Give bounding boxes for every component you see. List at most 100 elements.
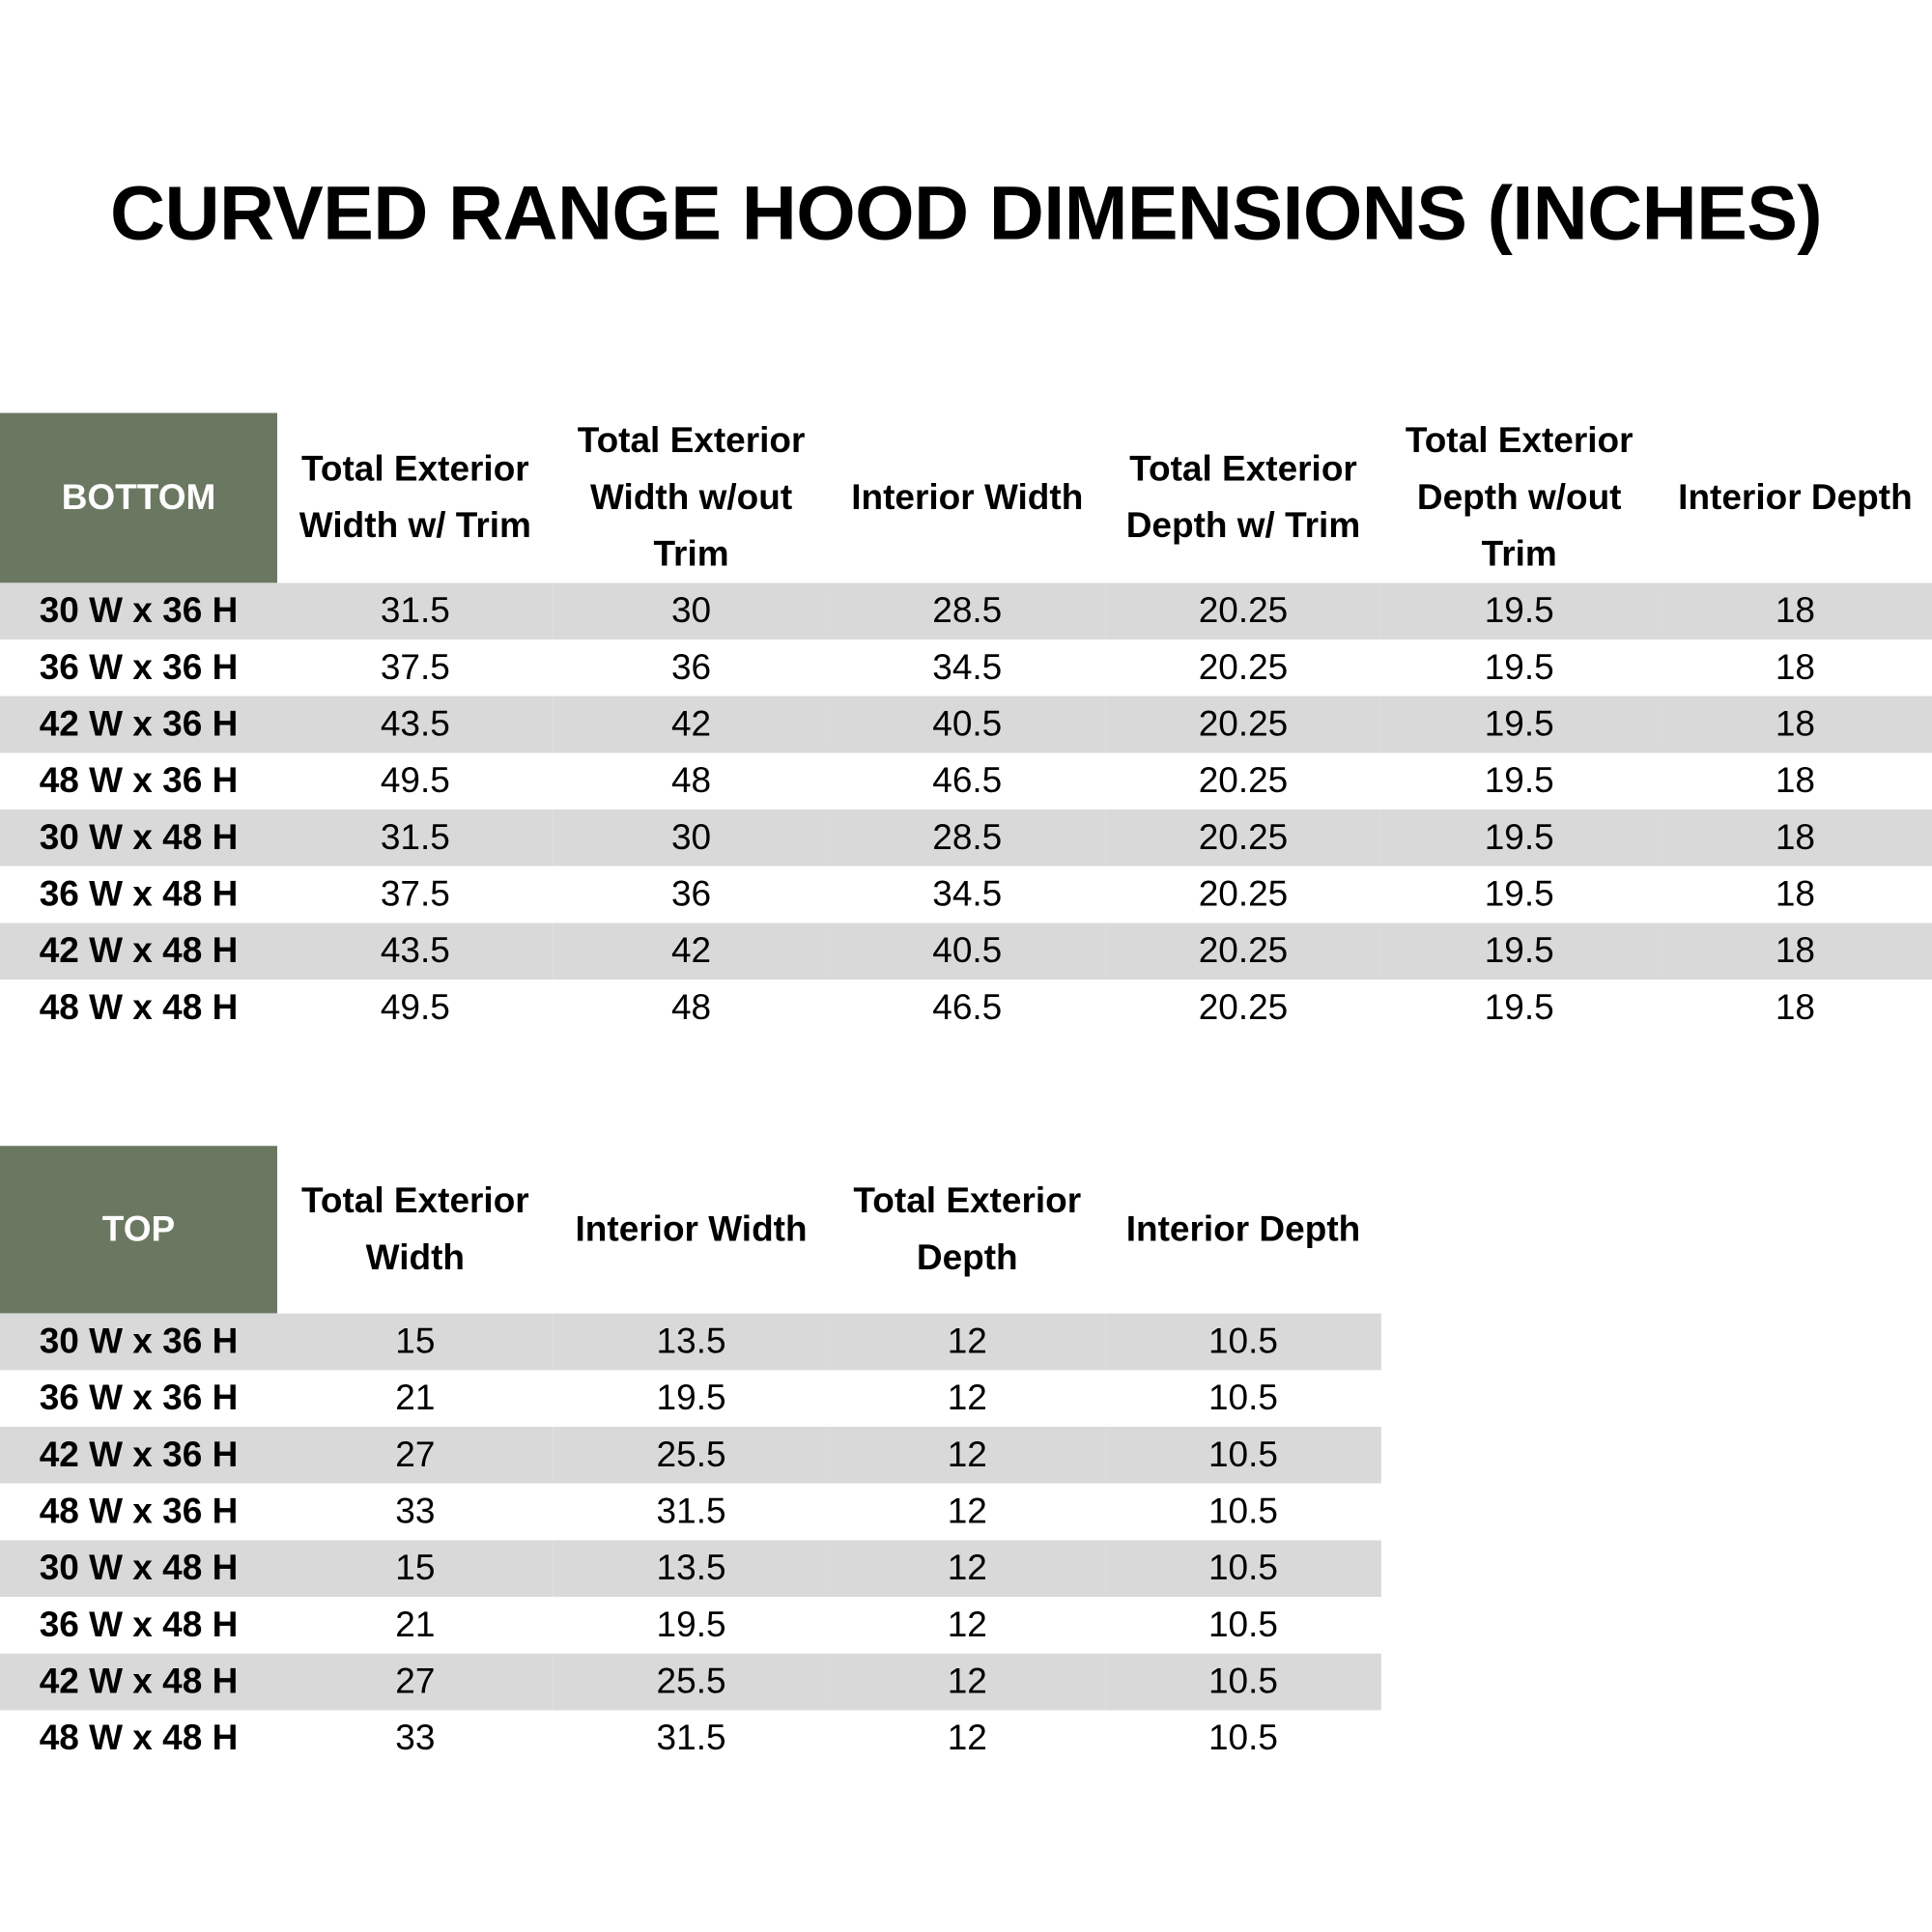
cell: 19.5 [656,1378,726,1419]
cell: 31.5 [276,810,554,867]
cell: 10.5 [1105,1540,1381,1598]
cell: 21 [395,1605,436,1645]
cell: 18 [1775,987,1815,1028]
cell: 18 [1657,923,1932,980]
cell: 36 [670,874,712,915]
row-label: 36 W x 48 H [39,874,239,915]
cell: 12 [947,1492,987,1532]
cell: 25.5 [553,1427,830,1484]
cell: 34.5 [932,647,1003,688]
data-row: 42 W x 36 H 43.5 42 40.5 20.25 19.5 18 [0,696,1932,753]
row-label: 42 W x 48 H [0,923,277,980]
table-body: 30 W x 36 H 31.5 30 28.5 20.25 19.5 18 36 W x 3… [0,582,1932,1036]
row-label: 30 W x 48 H [0,810,277,867]
cell: 19.5 [1484,761,1554,802]
data-row: 42 W x 48 H 27 25.5 12 10.5 [0,1653,1381,1711]
cell: 43.5 [276,696,554,753]
cell: 25.5 [553,1653,830,1711]
cell: 20.25 [1198,761,1289,802]
header-row: TOP Total Exterior Width Interior Width Tot… [0,1146,1381,1314]
cell: 13.5 [553,1540,830,1598]
column-header: Total Exterior Width [301,1181,529,1278]
data-row: 48 W x 48 H 49.5 48 46.5 20.25 19.5 18 [0,980,1932,1037]
row-label: 48 W x 36 H [39,1492,239,1532]
cell: 12 [947,1719,987,1759]
cell: 20.25 [1105,923,1381,980]
cell: 27 [276,1427,554,1484]
cell: 20.25 [1105,810,1381,867]
cell: 18 [1775,874,1815,915]
cell: 19.5 [1380,582,1658,639]
cell: 12 [829,1653,1106,1711]
header-row: BOTTOM Total Exterior Width w/ Trim Total … [0,412,1932,583]
row-label: 36 W x 36 H [39,647,239,688]
cell: 33 [395,1719,436,1759]
cell: 12 [829,1540,1106,1598]
cell: 49.5 [380,987,450,1028]
cell: 33 [395,1492,436,1532]
row-label: 30 W x 36 H [0,582,277,639]
row-label: 48 W x 36 H [39,761,239,802]
row-label: 48 W x 48 H [39,1719,239,1759]
row-label: 30 W x 48 H [0,1540,277,1598]
cell: 12 [829,1427,1106,1484]
cell: 31.5 [276,582,554,639]
cell: 20.25 [1105,582,1381,639]
table-head: TOP Total Exterior Width Interior Width Tot… [0,1146,1381,1314]
cell: 12 [829,1313,1106,1371]
cell: 19.5 [1484,987,1554,1028]
row-label: 36 W x 36 H [39,1378,239,1419]
cell: 46.5 [932,987,1003,1028]
data-row: 30 W x 36 H 31.5 30 28.5 20.25 19.5 18 [0,582,1932,639]
data-row: 30 W x 36 H 15 13.5 12 10.5 [0,1313,1381,1371]
row-label: 30 W x 36 H [0,1313,277,1371]
cell: 46.5 [932,761,1003,802]
cell: 18 [1657,696,1932,753]
cell: 15 [276,1540,554,1598]
data-row: 30 W x 48 H 31.5 30 28.5 20.25 19.5 18 [0,810,1932,867]
data-row: 42 W x 48 H 43.5 42 40.5 20.25 19.5 18 [0,923,1932,980]
cell: 10.5 [1208,1719,1278,1759]
column-header: Interior Width [851,477,1084,518]
cell: 28.5 [829,810,1106,867]
corner-label: BOTTOM [0,412,277,583]
cell: 19.5 [1484,647,1554,688]
column-header: Total Exterior Width w/out Trim [577,421,806,575]
column-header: Interior Depth [1125,1209,1361,1250]
table-head: BOTTOM Total Exterior Width w/ Trim Total … [0,412,1932,583]
cell: 19.5 [1380,810,1658,867]
cell: 30 [553,582,830,639]
title: CURVED RANGE HOOD DIMENSIONS (INCHES) [109,171,1823,257]
cell: 18 [1775,761,1815,802]
cell: 10.5 [1105,1653,1381,1711]
data-row: 30 W x 48 H 15 13.5 12 10.5 [0,1540,1381,1598]
row-label: 42 W x 48 H [0,1653,277,1711]
column-header: Interior Width [575,1209,808,1250]
cell: 31.5 [656,1492,726,1532]
cell: 10.5 [1105,1313,1381,1371]
cell: 34.5 [932,874,1003,915]
cell: 20.25 [1198,987,1289,1028]
cell: 12 [947,1605,987,1645]
cell: 37.5 [380,647,450,688]
cell: 40.5 [829,696,1106,753]
cell: 10.5 [1208,1378,1278,1419]
cell: 15 [276,1313,554,1371]
cell: 43.5 [276,923,554,980]
column-header: Total Exterior Width w/ Trim [298,449,531,547]
data-row: 48 W x 36 H 49.5 48 46.5 20.25 19.5 18 [0,753,1932,810]
data-row: 42 W x 36 H 27 25.5 12 10.5 [0,1427,1381,1484]
cell: 20.25 [1198,874,1289,915]
column-header: Interior Depth [1678,477,1913,518]
table-body: 30 W x 36 H 15 13.5 12 10.5 36 W x 36 H 21 19.5… [0,1313,1381,1767]
data-row: 48 W x 36 H 33 31.5 12 10.5 [0,1484,1381,1541]
cell: 48 [670,761,712,802]
cell: 49.5 [380,761,450,802]
cell: 42 [553,923,830,980]
row-label: 42 W x 36 H [0,696,277,753]
cell: 10.5 [1208,1492,1278,1532]
row-label: 36 W x 48 H [39,1605,239,1645]
cell: 28.5 [829,582,1106,639]
